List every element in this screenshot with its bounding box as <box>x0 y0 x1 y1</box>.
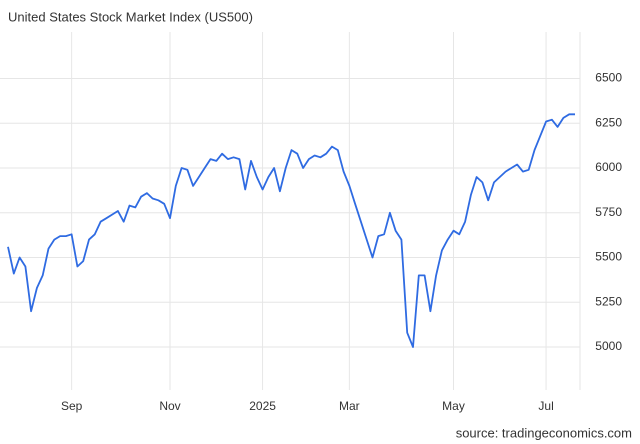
x-tick-label: Sep <box>61 399 83 413</box>
y-tick-label: 5500 <box>595 250 622 264</box>
source: source: tradingeconomics.com <box>456 425 632 440</box>
y-tick-label: 6000 <box>595 160 622 174</box>
y-tick-label: 6250 <box>595 115 622 129</box>
y-tick-label: 5000 <box>595 339 622 353</box>
x-tick-label: Jul <box>538 399 553 413</box>
x-tick-label: Mar <box>339 399 360 413</box>
y-tick-label: 6500 <box>595 71 622 85</box>
x-tick-label: 2025 <box>249 399 276 413</box>
y-tick-label: 5250 <box>595 294 622 308</box>
x-tick-label: May <box>442 399 465 413</box>
line-series <box>7 113 575 348</box>
x-tick-label: Nov <box>159 399 180 413</box>
chart-title: United States Stock Market Index (US500) <box>8 9 253 24</box>
y-tick-label: 5750 <box>595 205 622 219</box>
